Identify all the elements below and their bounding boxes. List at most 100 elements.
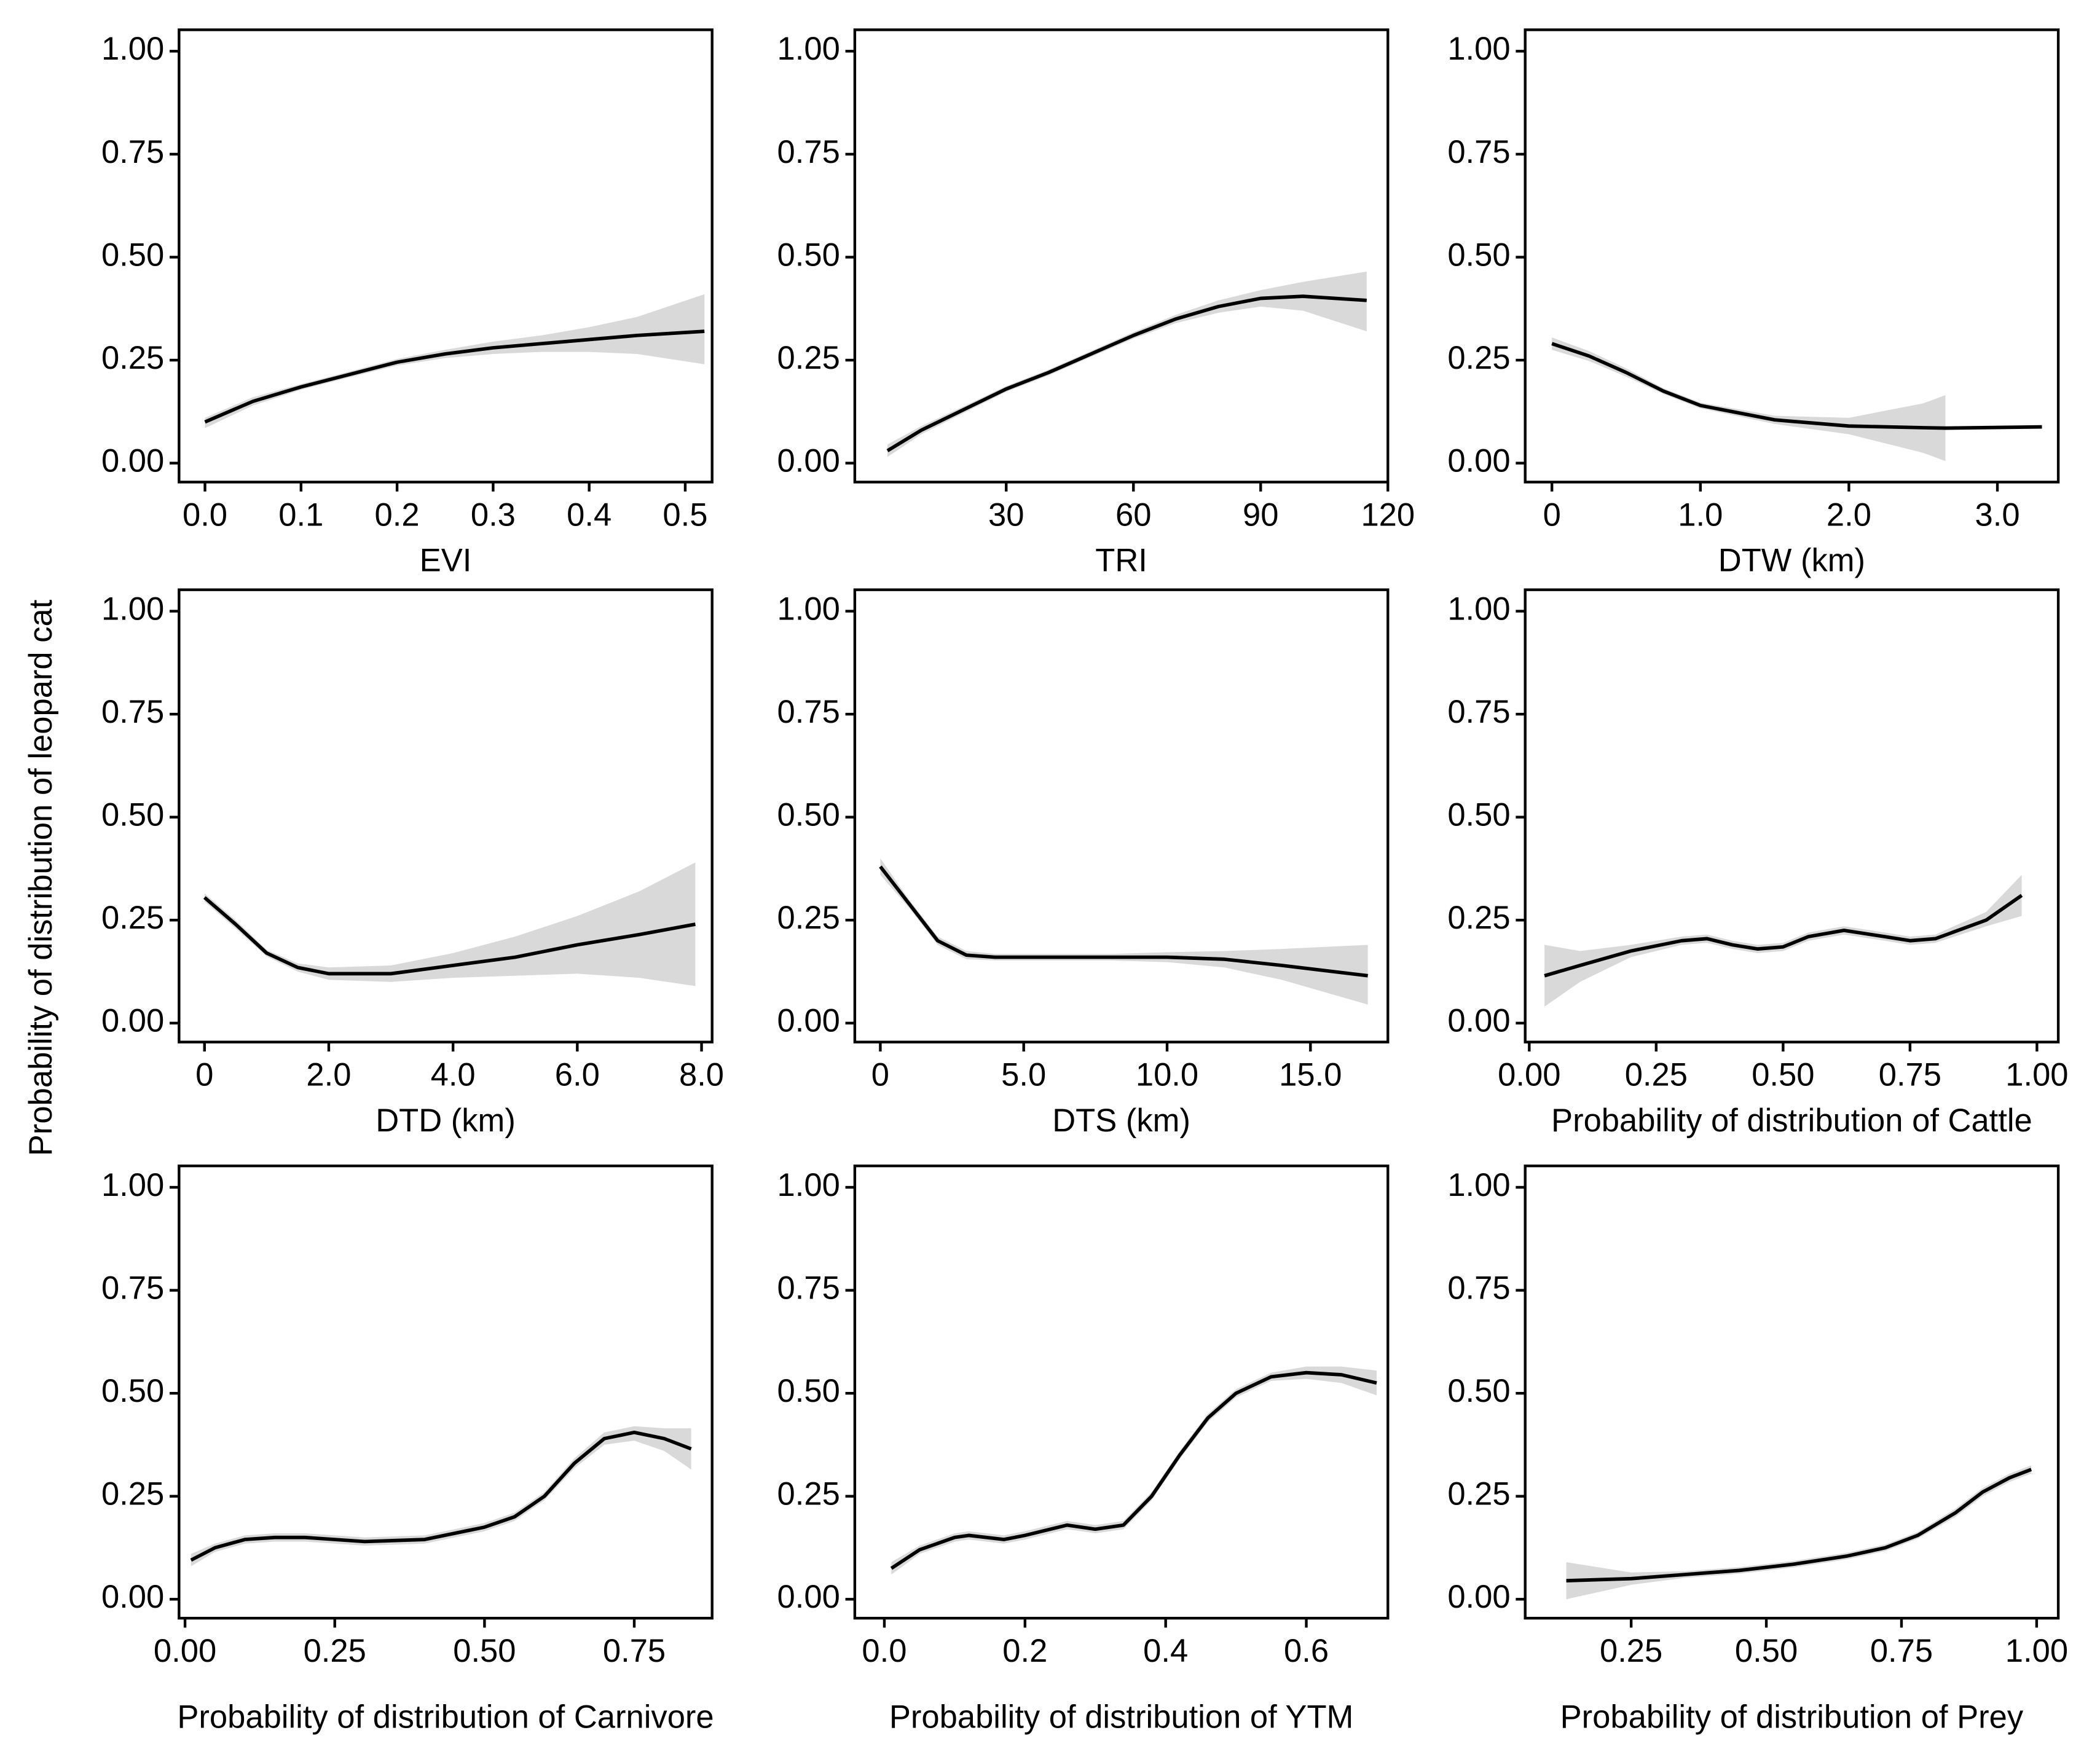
y-tick-label: 1.00 — [101, 591, 164, 627]
y-tick-label: 0.25 — [777, 340, 840, 376]
x-tick-label: 0.1 — [278, 497, 323, 533]
x-tick-label: 2.0 — [306, 1056, 351, 1093]
x-axis-label: Probability of distribution of YTM — [889, 1699, 1353, 1735]
x-axis-label: Probability of distribution of Carnivore — [177, 1699, 714, 1735]
y-tick-label: 0.75 — [101, 1270, 164, 1306]
y-tick-label: 0.00 — [101, 1003, 164, 1039]
x-tick-label: 0 — [195, 1056, 213, 1093]
y-tick-label: 0.00 — [101, 442, 164, 479]
x-axis-label: TRI — [1095, 543, 1147, 579]
panel-frame — [178, 1164, 714, 1620]
x-tick-label: 120 — [1361, 497, 1415, 533]
confidence-band — [887, 271, 1367, 457]
x-tick-label: 60 — [1115, 497, 1151, 533]
x-tick-label: 2.0 — [1827, 497, 1871, 533]
y-tick-label: 0.50 — [1447, 797, 1510, 833]
panel-frame — [1524, 28, 2060, 484]
x-tick-label: 0.75 — [603, 1633, 666, 1669]
line — [204, 329, 705, 424]
panel-frame — [178, 28, 714, 484]
y-tick-label: 1.00 — [101, 31, 164, 67]
y-tick-label: 0.75 — [101, 134, 164, 170]
x-tick-label: 0.4 — [567, 497, 612, 533]
y-tick-label: 0.50 — [777, 797, 840, 833]
x-tick-label: 6.0 — [555, 1056, 600, 1093]
line — [1544, 894, 2023, 978]
y-tick-label: 0.25 — [1447, 1476, 1510, 1512]
y-tick-label: 0.00 — [1447, 1003, 1510, 1039]
confidence-band — [205, 294, 705, 428]
x-axis-label: DTD (km) — [376, 1103, 516, 1139]
x-tick-label: 0.5 — [663, 497, 707, 533]
x-tick-label: 5.0 — [1001, 1056, 1046, 1093]
x-axis-label: EVI — [420, 543, 472, 579]
y-tick-label: 0.50 — [101, 237, 164, 273]
x-tick-label: 1.00 — [2005, 1056, 2068, 1093]
x-tick-label: 30 — [988, 497, 1024, 533]
x-tick-label: 10.0 — [1136, 1056, 1198, 1093]
y-tick-label: 0.00 — [101, 1579, 164, 1615]
x-tick-label: 15.0 — [1279, 1056, 1342, 1093]
y-tick-label: 0.75 — [777, 1270, 840, 1306]
x-axis-label: DTS (km) — [1052, 1103, 1190, 1139]
y-tick-label: 0.75 — [101, 694, 164, 730]
y-tick-label: 1.00 — [101, 1167, 164, 1203]
x-tick-label: 0.3 — [471, 497, 516, 533]
y-tick-label: 0.50 — [1447, 237, 1510, 273]
x-tick-label: 90 — [1243, 497, 1278, 533]
y-tick-label: 0.50 — [101, 1373, 164, 1409]
confidence-band — [191, 1426, 691, 1566]
line — [890, 1370, 1377, 1570]
x-tick-label: 0.75 — [1870, 1633, 1933, 1669]
y-tick-label: 0.75 — [777, 134, 840, 170]
panel-frame — [853, 28, 1390, 484]
y-tick-label: 1.00 — [777, 31, 840, 67]
x-tick-label: 0 — [871, 1056, 889, 1093]
x-tick-label: 4.0 — [431, 1056, 476, 1093]
x-tick-label: 0.25 — [1600, 1633, 1662, 1669]
line — [203, 896, 696, 976]
x-tick-label: 0.00 — [154, 1633, 216, 1669]
x-tick-label: 8.0 — [679, 1056, 724, 1093]
y-tick-label: 1.00 — [1447, 1167, 1510, 1203]
confidence-band — [891, 1366, 1377, 1575]
x-tick-label: 1.00 — [2005, 1633, 2068, 1669]
y-tick-label: 0.25 — [101, 340, 164, 376]
y-tick-label: 0.50 — [1447, 1373, 1510, 1409]
x-tick-label: 0.50 — [1752, 1056, 1814, 1093]
y-tick-label: 0.25 — [777, 900, 840, 936]
x-tick-label: 0.25 — [304, 1633, 366, 1669]
x-tick-label: 0.75 — [1879, 1056, 1941, 1093]
y-tick-label: 0.00 — [777, 1003, 840, 1039]
panel-frame — [1524, 1164, 2060, 1620]
line — [190, 1430, 692, 1562]
panel-frame — [1524, 588, 2060, 1044]
y-tick-label: 0.25 — [777, 1476, 840, 1512]
y-tick-label: 0.50 — [777, 237, 840, 273]
x-axis-label: DTW (km) — [1718, 543, 1865, 579]
confidence-band — [1566, 1465, 2032, 1600]
y-tick-label: 0.50 — [777, 1373, 840, 1409]
x-tick-label: 0.2 — [375, 497, 420, 533]
y-tick-label: 0.25 — [1447, 340, 1510, 376]
x-tick-label: 1.0 — [1678, 497, 1723, 533]
x-tick-label: 0.4 — [1143, 1633, 1188, 1669]
y-tick-label: 0.00 — [777, 442, 840, 479]
y-axis-label: Probability of distribution of leopard c… — [23, 599, 59, 1156]
confidence-band — [880, 858, 1368, 1005]
y-tick-label: 0.25 — [101, 1476, 164, 1512]
y-tick-label: 1.00 — [777, 591, 840, 627]
line — [1551, 342, 2042, 430]
x-tick-label: 0.0 — [183, 497, 227, 533]
x-tick-label: 3.0 — [1975, 497, 2020, 533]
line — [879, 865, 1368, 978]
x-axis-label: Probability of distribution of Cattle — [1551, 1103, 2032, 1139]
confidence-band — [204, 862, 696, 986]
x-axis-label: Probability of distribution of Prey — [1560, 1699, 2024, 1735]
y-tick-label: 0.75 — [1447, 1270, 1510, 1306]
confidence-band — [1544, 875, 2022, 1007]
y-tick-label: 0.75 — [777, 694, 840, 730]
confidence-band — [1552, 337, 1946, 462]
